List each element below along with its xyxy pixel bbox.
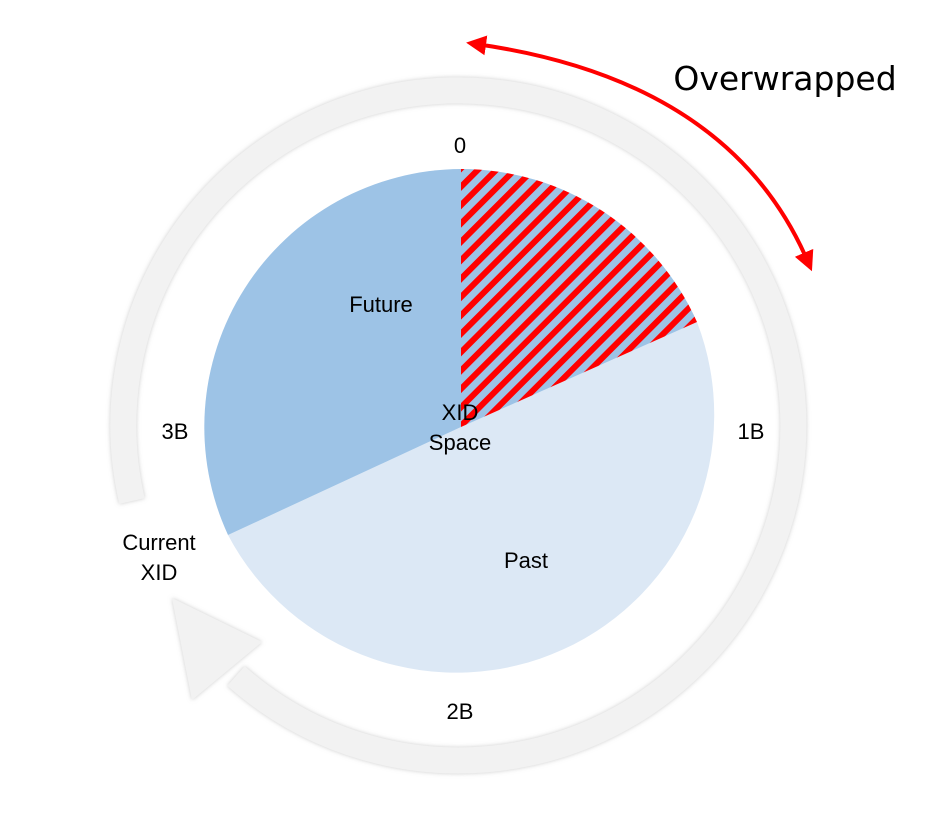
tick-label-3b: 3B bbox=[162, 419, 189, 444]
current-xid-label-line-1: Current bbox=[122, 530, 195, 555]
sector-past bbox=[228, 322, 715, 673]
sector-future bbox=[204, 169, 462, 535]
wraparound-ring-arrowhead bbox=[172, 598, 262, 700]
tick-label-2b: 2B bbox=[447, 699, 474, 724]
tick-label-0: 0 bbox=[454, 133, 466, 158]
overwrapped-double-arrow bbox=[466, 35, 814, 272]
center-label-line-1: XID bbox=[442, 400, 479, 425]
tick-label-1b: 1B bbox=[738, 419, 765, 444]
center-label-line-2: Space bbox=[429, 430, 491, 455]
overwrapped-label: Overwrapped bbox=[673, 59, 896, 98]
sector-future-label: Future bbox=[349, 292, 413, 317]
current-xid-label-line-2: XID bbox=[141, 560, 178, 585]
sector-past-label: Past bbox=[504, 548, 548, 573]
